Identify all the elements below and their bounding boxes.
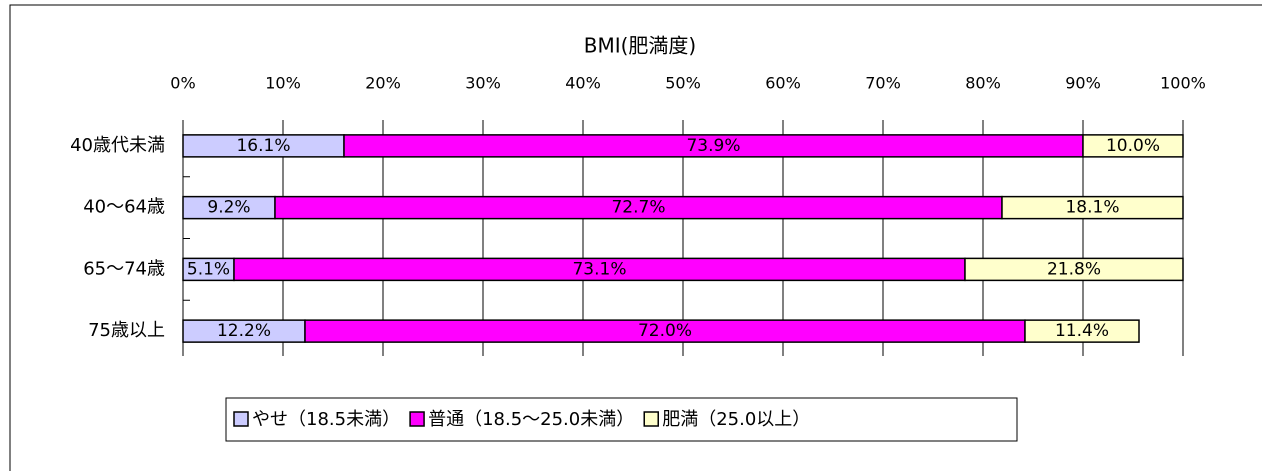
x-tick-label: 100% (1160, 74, 1206, 93)
y-tick-label: 40～64歳 (83, 197, 165, 218)
data-label: 73.9% (686, 136, 740, 156)
data-label: 16.1% (236, 136, 290, 156)
legend-swatch (409, 411, 425, 427)
y-tick-label: 65～74歳 (83, 258, 165, 279)
data-label: 18.1% (1065, 198, 1119, 218)
x-tick-label: 20% (365, 74, 401, 93)
bar-segment (1024, 319, 1140, 343)
data-label: 73.1% (572, 259, 626, 279)
data-label: 12.2% (217, 321, 271, 341)
legend-label: 普通（18.5～25.0未満） (428, 409, 634, 430)
x-tick-label: 30% (465, 74, 501, 93)
bar-segment (1082, 134, 1184, 158)
x-tick-label: 0% (170, 74, 195, 93)
x-tick-label: 90% (1065, 74, 1101, 93)
bar-segment (964, 257, 1184, 282)
x-tick-label: 10% (265, 74, 301, 93)
x-tick-label: 80% (965, 74, 1001, 93)
data-label: 9.2% (207, 198, 250, 218)
bar-segment (1001, 195, 1184, 220)
y-tick-label: 40歳代未満 (70, 135, 165, 156)
legend-swatch (233, 411, 249, 427)
data-label: 11.4% (1055, 321, 1109, 341)
data-label: 72.0% (638, 321, 692, 341)
y-tick-label: 75歳以上 (88, 320, 165, 341)
data-label: 21.8% (1047, 259, 1101, 279)
x-tick-label: 70% (865, 74, 901, 93)
chart-frame (9, 4, 1262, 471)
x-tick-label: 50% (665, 74, 701, 93)
x-tick-label: 40% (565, 74, 601, 93)
x-tick-label: 60% (765, 74, 801, 93)
legend-box (225, 397, 1018, 442)
chart-title: BMI(肥満度) (584, 34, 696, 58)
data-label: 5.1% (187, 259, 230, 279)
data-label: 10.0% (1106, 136, 1160, 156)
legend-label: 肥満（25.0以上） (662, 409, 810, 430)
data-label: 72.7% (611, 198, 665, 218)
legend-label: やせ（18.5未満） (252, 409, 400, 430)
legend-swatch (643, 411, 659, 427)
